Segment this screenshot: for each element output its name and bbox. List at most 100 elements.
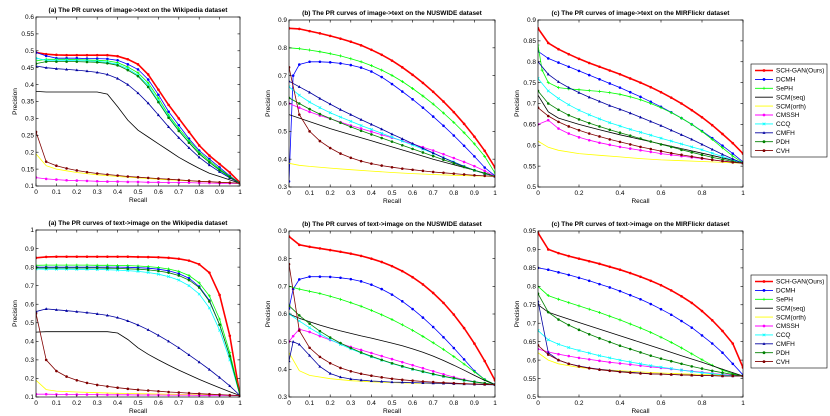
data-point [452, 376, 456, 380]
data-point [721, 329, 724, 333]
data-point [349, 40, 353, 44]
y-tick-label: 0.9 [527, 247, 536, 254]
data-point [628, 77, 632, 80]
data-point [649, 85, 653, 89]
data-point [618, 370, 622, 374]
data-point [146, 180, 150, 184]
data-point [85, 60, 89, 64]
data-point [65, 67, 69, 71]
data-point [298, 329, 301, 332]
data-point [349, 156, 353, 160]
x-tick-label: 0.7 [174, 189, 183, 196]
data-point [452, 134, 456, 137]
data-point [628, 143, 632, 146]
data-point [146, 101, 150, 105]
data-point [328, 371, 332, 375]
data-point [157, 180, 160, 184]
data-point [228, 181, 232, 184]
data-point [157, 267, 160, 271]
legend-item-cmfh: CMFH [755, 341, 795, 348]
data-point [587, 138, 591, 142]
data-point [639, 98, 642, 102]
data-point [187, 276, 191, 280]
data-point [608, 91, 612, 95]
data-point [146, 176, 150, 180]
y-tick-label: 0.9 [278, 228, 287, 235]
y-tick-label: 0.3 [278, 394, 287, 401]
data-point [218, 328, 222, 332]
x-axis-label: Recall [383, 408, 402, 415]
y-tick-label: 0.3 [25, 116, 34, 123]
x-tick-label: 0.3 [93, 189, 102, 196]
data-point [136, 388, 140, 392]
data-point [401, 90, 404, 93]
data-point [177, 257, 181, 261]
series-cvh [36, 130, 240, 185]
data-point [349, 377, 353, 381]
data-point [328, 336, 332, 339]
data-point [44, 177, 48, 181]
data-point [318, 50, 322, 54]
legend-marker [762, 149, 766, 153]
series-pdh [36, 60, 240, 185]
data-point [431, 341, 435, 345]
data-point [339, 375, 342, 379]
series-cvh [538, 106, 743, 165]
x-tick-label: 0 [536, 400, 540, 407]
data-point [431, 151, 435, 155]
legend-item-dcmh: DCMH [755, 77, 796, 84]
data-point [411, 275, 414, 279]
data-point [659, 152, 663, 155]
data-point [126, 269, 130, 273]
data-point [659, 106, 663, 110]
data-point [298, 27, 301, 31]
legend-item-cmssh: CMSSH [755, 112, 800, 119]
x-tick-label: 1 [493, 190, 497, 197]
series-sch-gan-ours [36, 51, 240, 184]
data-point [567, 346, 571, 350]
x-tick-label: 0.5 [133, 400, 142, 407]
data-point [659, 90, 663, 94]
data-point [546, 338, 550, 342]
data-point [577, 91, 581, 94]
data-point [55, 60, 58, 63]
x-tick-label: 0.7 [174, 400, 183, 407]
data-point [54, 263, 58, 267]
data-point [44, 358, 48, 362]
data-point [421, 106, 425, 109]
data-point [197, 281, 201, 285]
series-dcmh [36, 51, 240, 185]
data-point [65, 393, 68, 396]
data-point [669, 139, 673, 143]
data-point [442, 301, 445, 305]
x-tick-label: 0.3 [346, 400, 355, 407]
data-point [411, 86, 415, 90]
x-tick-label: 0.4 [113, 189, 122, 196]
chart-title: (a) The PR curves of text->image on the … [49, 220, 229, 227]
y-tick-label: 0.9 [25, 246, 34, 253]
data-point [618, 362, 622, 365]
x-tick-label: 1 [741, 400, 745, 407]
data-point [339, 366, 342, 370]
legend-label: CMFH [776, 341, 795, 348]
series-seph [538, 43, 743, 165]
chart-title: (c) The PR curves of image->text on the … [552, 10, 731, 17]
data-point [54, 67, 58, 70]
data-point [628, 90, 632, 94]
data-point [411, 381, 415, 384]
data-point [700, 367, 704, 370]
x-tick-label: 0.1 [52, 400, 61, 407]
data-point [369, 379, 373, 383]
data-point [297, 319, 301, 323]
y-tick-label: 0.85 [523, 265, 536, 272]
data-point [197, 360, 201, 364]
legend-item-cvh: CVH [755, 359, 790, 366]
data-point [187, 141, 191, 145]
data-point [546, 268, 550, 272]
y-tick-label: 0.7 [527, 320, 536, 327]
data-point [359, 372, 363, 376]
data-point [116, 76, 120, 80]
data-point [618, 140, 622, 144]
data-point [411, 307, 414, 311]
